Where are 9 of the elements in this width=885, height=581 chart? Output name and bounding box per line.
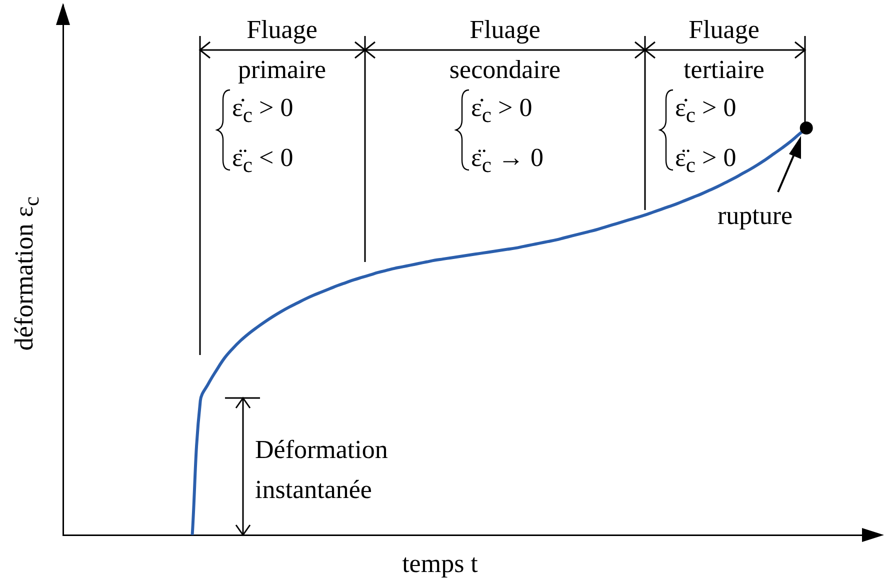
annotation: ε̈$_{c}$ → 0 bbox=[471, 142, 545, 180]
x-axis-title: temps t bbox=[401, 548, 479, 580]
text: ε̇$_{c}$ > 0 bbox=[471, 92, 534, 130]
text: ε̇$_{c}$ > 0 bbox=[675, 92, 738, 130]
annotation: Déformation instantanée bbox=[255, 434, 389, 506]
annotation: ε̈$_{c}$ < 0 bbox=[232, 142, 294, 180]
annotation: rupture bbox=[716, 200, 794, 232]
annotation: ε̈$_{c}$ > 0 bbox=[675, 142, 738, 180]
text: ε̇$_{c}$ > 0 bbox=[232, 92, 294, 130]
